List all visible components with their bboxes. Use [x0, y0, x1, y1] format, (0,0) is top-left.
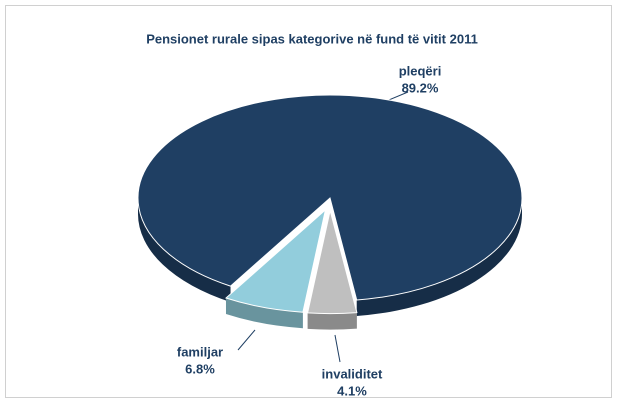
pie-slice [306, 210, 358, 315]
slice-side [138, 198, 231, 303]
leader-line [237, 329, 256, 351]
leader-line [334, 334, 341, 363]
pie-slice [137, 94, 523, 301]
chart-title: Pensionet rurale sipas kategorive në fun… [146, 31, 478, 46]
slice-label: familjar [177, 344, 223, 359]
slice-value-label: 89.2% [402, 80, 439, 95]
slice-label: pleqëri [399, 63, 442, 78]
slice-value-label: 4.1% [337, 383, 367, 398]
pie-slice [224, 208, 327, 313]
slice-value-label: 6.8% [185, 361, 215, 376]
slice-label: invaliditet [322, 366, 383, 381]
slice-side [307, 312, 357, 330]
slice-side [225, 298, 303, 329]
slice-side [356, 198, 522, 316]
